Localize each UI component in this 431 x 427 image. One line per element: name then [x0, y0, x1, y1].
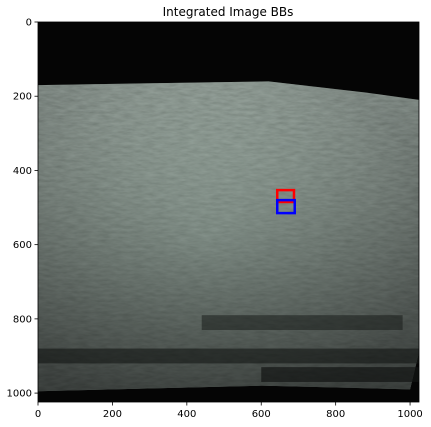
y-axis: 0 200 400 600 800 1000 [7, 18, 38, 400]
integrated-image [38, 22, 419, 402]
y-tick-label: 0 [26, 18, 32, 29]
x-axis: 0 200 400 600 800 1000 [35, 402, 423, 420]
x-tick-label: 1000 [397, 409, 422, 420]
bounding-box-1 [275, 188, 296, 204]
chart-title: Integrated Image BBs [163, 5, 294, 19]
x-tick-label: 0 [35, 409, 41, 420]
y-tick-label: 200 [13, 92, 32, 103]
y-tick-label: 1000 [7, 389, 32, 400]
y-tick-label: 800 [13, 314, 32, 325]
x-tick-label: 800 [326, 409, 345, 420]
image-shading [38, 81, 419, 392]
x-tick-label: 600 [252, 409, 271, 420]
axes-frame [37, 21, 420, 403]
x-tick-label: 400 [177, 409, 196, 420]
y-tick-label: 400 [13, 166, 32, 177]
y-tick-label: 600 [13, 240, 32, 251]
bounding-boxes [275, 188, 296, 215]
bounding-box-2 [275, 198, 296, 215]
x-tick-label: 200 [103, 409, 122, 420]
